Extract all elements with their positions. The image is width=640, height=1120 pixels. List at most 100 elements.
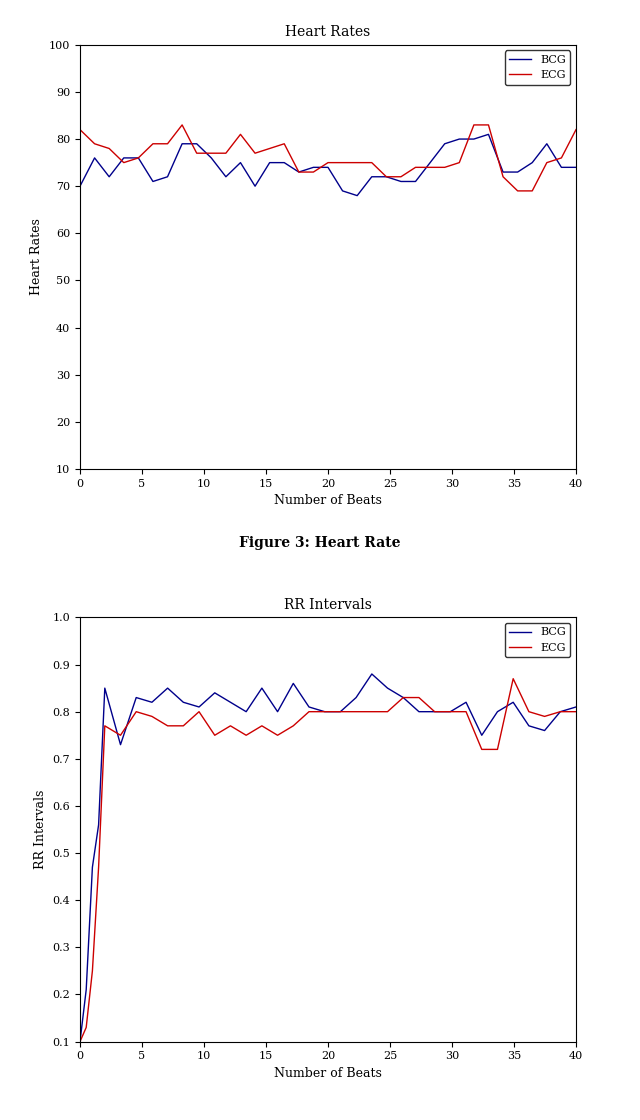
BCG — [557, 160, 565, 174]
ECG — [415, 691, 423, 704]
BCG — [274, 704, 282, 718]
Text: Figure 3: Heart Rate: Figure 3: Heart Rate — [239, 536, 401, 550]
BCG — [120, 151, 127, 165]
ECG — [412, 160, 419, 174]
BCG — [541, 724, 548, 737]
Y-axis label: RR Intervals: RR Intervals — [34, 790, 47, 869]
ECG — [556, 704, 564, 718]
ECG — [383, 170, 390, 184]
BCG — [337, 704, 344, 718]
ECG — [179, 719, 187, 732]
Title: Heart Rates: Heart Rates — [285, 26, 371, 39]
BCG — [352, 691, 360, 704]
ECG — [76, 1035, 84, 1048]
ECG — [266, 142, 273, 156]
BCG — [101, 681, 109, 694]
Line: BCG: BCG — [80, 674, 576, 1042]
ECG — [399, 691, 407, 704]
BCG — [193, 137, 200, 150]
ECG — [164, 137, 172, 150]
ECG — [456, 156, 463, 169]
ECG — [397, 170, 404, 184]
Line: ECG: ECG — [80, 125, 576, 190]
BCG — [280, 156, 288, 169]
ECG — [352, 704, 360, 718]
BCG — [76, 179, 84, 193]
ECG — [164, 719, 172, 732]
BCG — [353, 189, 361, 203]
BCG — [222, 170, 230, 184]
ECG — [83, 1020, 90, 1034]
ECG — [368, 156, 376, 169]
Y-axis label: Heart Rates: Heart Rates — [30, 218, 44, 296]
ECG — [120, 156, 127, 169]
BCG — [572, 160, 580, 174]
BCG — [514, 166, 522, 179]
BCG — [556, 704, 564, 718]
BCG — [148, 696, 156, 709]
ECG — [95, 860, 102, 874]
ECG — [337, 704, 344, 718]
Line: BCG: BCG — [80, 134, 576, 196]
BCG — [368, 668, 376, 681]
BCG — [164, 681, 172, 694]
ECG — [509, 672, 517, 685]
ECG — [211, 728, 219, 741]
ECG — [106, 142, 113, 156]
BCG — [431, 704, 438, 718]
ECG — [116, 728, 124, 741]
BCG — [415, 704, 423, 718]
Title: RR Intervals: RR Intervals — [284, 598, 372, 613]
ECG — [478, 743, 486, 756]
ECG — [441, 160, 449, 174]
BCG — [426, 156, 434, 169]
BCG — [179, 137, 186, 150]
ECG — [274, 728, 282, 741]
ECG — [426, 160, 434, 174]
ECG — [484, 119, 492, 132]
BCG — [441, 137, 449, 150]
BCG — [447, 704, 454, 718]
BCG — [106, 170, 113, 184]
ECG — [207, 147, 215, 160]
ECG — [227, 719, 234, 732]
ECG — [222, 147, 230, 160]
BCG — [76, 1035, 84, 1048]
ECG — [132, 704, 140, 718]
BCG — [412, 175, 419, 188]
BCG — [134, 151, 142, 165]
BCG — [266, 156, 273, 169]
ECG — [295, 166, 303, 179]
ECG — [193, 147, 200, 160]
BCG — [509, 696, 517, 709]
BCG — [237, 156, 244, 169]
BCG — [499, 166, 507, 179]
ECG — [149, 137, 157, 150]
Legend: BCG, ECG: BCG, ECG — [505, 623, 570, 657]
BCG — [207, 151, 215, 165]
ECG — [470, 119, 477, 132]
ECG — [179, 119, 186, 132]
ECG — [252, 147, 259, 160]
ECG — [462, 704, 470, 718]
ECG — [572, 704, 580, 718]
ECG — [499, 170, 507, 184]
ECG — [529, 184, 536, 197]
ECG — [243, 728, 250, 741]
BCG — [525, 719, 532, 732]
BCG — [95, 818, 102, 831]
BCG — [211, 687, 219, 700]
BCG — [493, 704, 501, 718]
BCG — [116, 738, 124, 752]
Legend: BCG, ECG: BCG, ECG — [505, 50, 570, 85]
BCG — [227, 696, 234, 709]
BCG — [484, 128, 492, 141]
BCG — [321, 704, 328, 718]
BCG — [88, 860, 96, 874]
ECG — [368, 704, 376, 718]
ECG — [88, 964, 96, 978]
ECG — [525, 704, 532, 718]
ECG — [541, 710, 548, 724]
BCG — [258, 681, 266, 694]
BCG — [195, 700, 203, 713]
